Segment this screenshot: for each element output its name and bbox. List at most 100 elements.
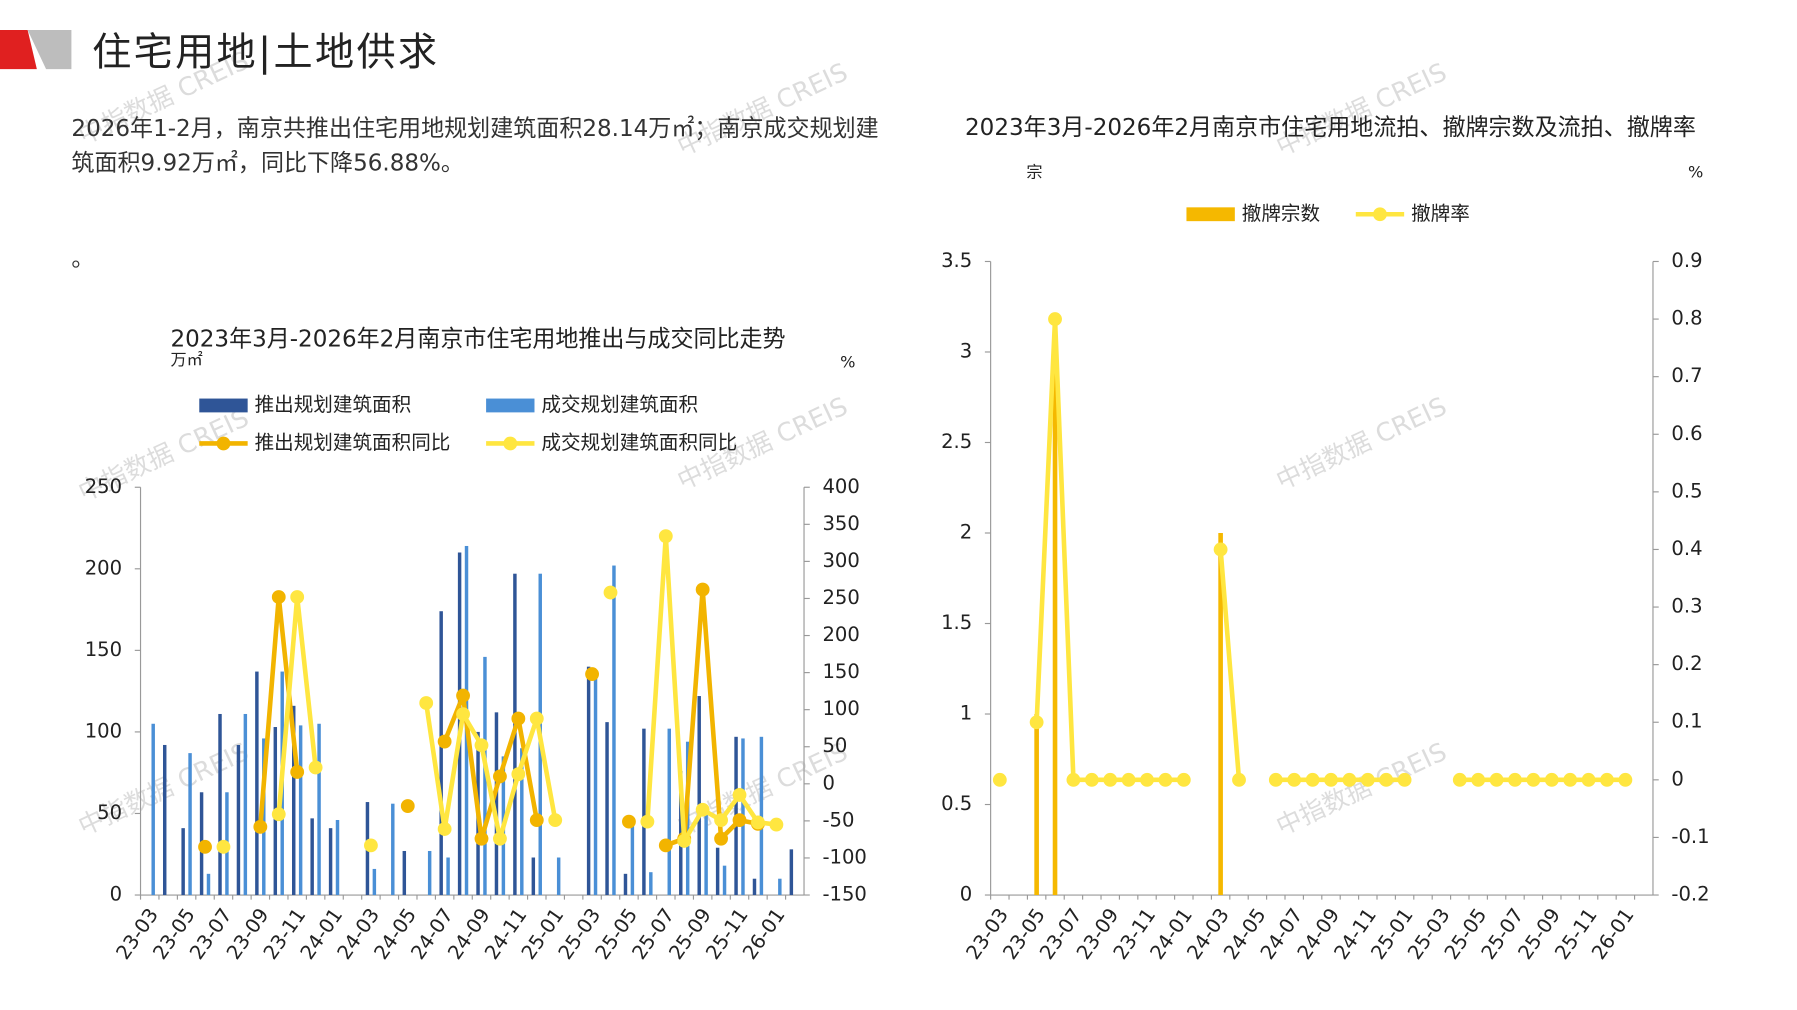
y-tick-label: 250 [85,475,122,498]
point [714,813,729,828]
y-tick-label: 1.5 [941,611,972,634]
bar [667,728,671,896]
point [585,667,599,681]
bar [586,666,591,896]
legend-label: 推出规划建筑面积 [255,393,412,416]
bar [1218,533,1223,896]
y2-tick-label: -150 [822,883,866,906]
bar [427,850,432,896]
bar [483,656,487,896]
legend-label: 撤牌宗数 [1242,202,1321,225]
bar [649,872,653,896]
y2-tick-label: 400 [822,475,859,498]
point [1397,772,1412,787]
point [1489,772,1504,787]
bar [715,847,720,896]
point [1121,772,1136,787]
page-title: 住宅用地|土地供求 [92,29,440,77]
point [1342,772,1357,787]
y-tick-label: 2 [960,521,972,544]
watermark: 中指数据 CREIS [1271,56,1451,161]
legend-swatch [1186,207,1235,222]
y-tick-label: 0 [960,883,972,906]
bar [630,823,635,896]
point [677,833,692,848]
y2-tick-label: -100 [822,845,866,868]
bar [262,738,266,896]
bar [298,725,303,896]
point [400,799,415,813]
point [622,814,636,829]
y2-tick-label: -0.1 [1671,825,1709,848]
point [1084,772,1099,787]
point [271,807,286,822]
point [769,817,784,832]
y2-tick-label: 0.7 [1671,364,1702,387]
point [271,590,286,604]
logo-gray [27,29,72,70]
chart-title: 2023年3月-2026年2月南京市住宅用地推出与成交同比走势 [171,326,786,352]
bar [1034,714,1039,896]
y-tick-label: 1 [960,702,972,725]
point [1158,772,1173,787]
point [290,590,305,604]
y2-tick-label: 0 [822,771,834,794]
point [1140,772,1154,787]
bar [391,803,395,896]
y2-tick-label: 0.9 [1671,249,1702,272]
point [1232,772,1246,787]
bar [759,736,764,896]
bar [556,857,561,896]
y-tick-label: 0.5 [941,792,972,815]
bar [310,818,314,896]
bar [335,819,340,896]
summary-text: 2026年1-2月，南京共推出住宅用地规划建筑面积28.14万㎡；南京成交规划建… [71,114,879,177]
point [216,839,231,854]
legend-label: 成交规划建筑面积 [541,393,698,416]
point [511,767,526,782]
legend-swatch [486,398,535,413]
y2-tick-label: 0.8 [1671,307,1702,330]
point [732,788,747,802]
legend-swatch [503,436,518,451]
point [1563,772,1578,787]
bar [752,878,757,896]
point [456,707,470,722]
point [1029,715,1044,730]
bar [789,849,794,896]
bar [328,828,333,896]
y2-tick-label: 50 [822,734,847,757]
bar [236,744,241,896]
point [456,688,470,703]
bar [623,873,628,896]
point [474,831,489,846]
bar [531,857,536,896]
point [658,838,673,853]
point [992,772,1007,787]
point [1287,772,1302,787]
bar [255,671,259,896]
legend-label: 推出规划建筑面积同比 [255,431,451,454]
y2-tick-label: 0.6 [1671,422,1702,445]
bar [1052,351,1058,896]
point [1324,772,1338,787]
point [364,838,378,853]
y2-tick-label: 0 [1671,767,1683,790]
point [474,738,489,753]
y-axis-unit: 宗 [1026,162,1042,181]
bar [317,723,321,896]
y2-tick-label: 0.4 [1671,537,1702,560]
point [1103,772,1118,787]
point [1048,312,1062,326]
point [695,582,710,597]
point [1452,772,1467,787]
point [1618,772,1633,787]
logo-red [0,29,37,70]
bar [593,674,598,896]
bar [372,868,377,896]
y2-tick-label: 350 [822,512,859,535]
point [751,815,765,830]
point [1508,772,1522,787]
y2-tick-label: 0.5 [1671,479,1702,502]
